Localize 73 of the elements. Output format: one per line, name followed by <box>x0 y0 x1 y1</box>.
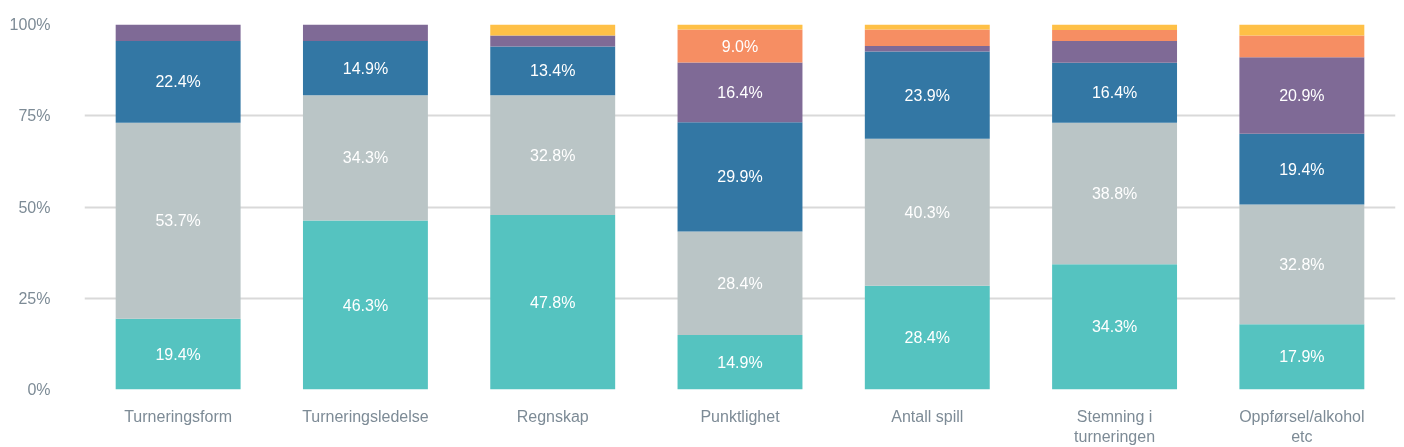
bar <box>1052 122 1178 265</box>
bar <box>1052 40 1178 63</box>
bar <box>490 35 616 47</box>
bar <box>1239 35 1365 58</box>
bar <box>1239 324 1365 390</box>
data-label: 47.8% <box>530 293 576 311</box>
bar <box>115 122 241 319</box>
bar <box>115 40 241 123</box>
bar <box>1239 24 1365 36</box>
bar <box>302 40 428 96</box>
bar <box>115 318 241 390</box>
data-label: 17.9% <box>1279 348 1325 366</box>
x-tick-label: Turneringsledelse <box>302 407 429 425</box>
data-label: 53.7% <box>155 212 201 230</box>
x-tick-label: Oppførsel/alkohol etc <box>1239 407 1365 445</box>
data-label: 16.4% <box>1091 84 1138 102</box>
data-label: 28.4% <box>904 329 950 347</box>
data-label: 40.3% <box>904 203 950 221</box>
bar <box>1052 264 1178 390</box>
bar <box>302 220 428 390</box>
bar <box>677 122 803 232</box>
data-label: 19.4% <box>155 345 201 363</box>
bar <box>677 24 803 30</box>
bar <box>1239 57 1365 134</box>
data-label: 13.4% <box>530 62 576 80</box>
data-label: 14.9% <box>342 59 389 77</box>
bar <box>1052 62 1178 123</box>
bar <box>677 335 803 390</box>
data-label: 23.9% <box>904 86 950 104</box>
bar <box>490 24 616 36</box>
data-label: 22.4% <box>155 73 201 91</box>
x-tick-label: Punktlighet <box>700 407 781 425</box>
bar <box>864 24 990 30</box>
data-label: 19.4% <box>1279 160 1325 178</box>
data-label: 38.8% <box>1091 184 1138 202</box>
x-tick-label: Stemning i turneringen <box>1074 407 1156 445</box>
x-tick-label: Antall spill <box>891 407 964 425</box>
data-label: 32.8% <box>530 146 576 164</box>
y-tick-label: 75% <box>18 107 51 125</box>
data-label: 9.0% <box>721 37 759 55</box>
data-label: 29.9% <box>717 168 763 186</box>
y-tick-label: 0% <box>27 381 51 398</box>
bar <box>302 24 428 41</box>
bar <box>490 46 616 96</box>
data-label: 34.3% <box>342 149 389 167</box>
bar <box>677 62 803 123</box>
bar <box>302 95 428 221</box>
y-tick-label: 50% <box>18 198 51 216</box>
x-tick-label: Turneringsform <box>124 407 233 425</box>
bar <box>864 51 990 139</box>
data-label: 28.4% <box>717 274 763 292</box>
data-label: 34.3% <box>1091 318 1138 336</box>
bar <box>864 46 990 52</box>
bar <box>1239 133 1365 205</box>
bar <box>1239 204 1365 325</box>
bar <box>490 95 616 216</box>
x-tick-label: Regnskap <box>516 407 589 425</box>
y-tick-label: 25% <box>18 289 51 307</box>
y-tick-label: 100% <box>9 16 51 33</box>
bar <box>115 24 241 41</box>
bar <box>864 138 990 286</box>
data-label: 32.8% <box>1279 255 1325 273</box>
bar <box>1052 29 1178 41</box>
data-label: 16.4% <box>717 83 763 101</box>
bar <box>490 215 616 390</box>
data-label: 20.9% <box>1279 86 1325 104</box>
bar <box>677 231 803 336</box>
bar <box>677 29 803 63</box>
data-label: 14.9% <box>717 353 763 371</box>
bar <box>864 285 990 390</box>
bar <box>1052 24 1178 30</box>
bar <box>864 29 990 47</box>
data-label: 46.3% <box>342 296 389 314</box>
